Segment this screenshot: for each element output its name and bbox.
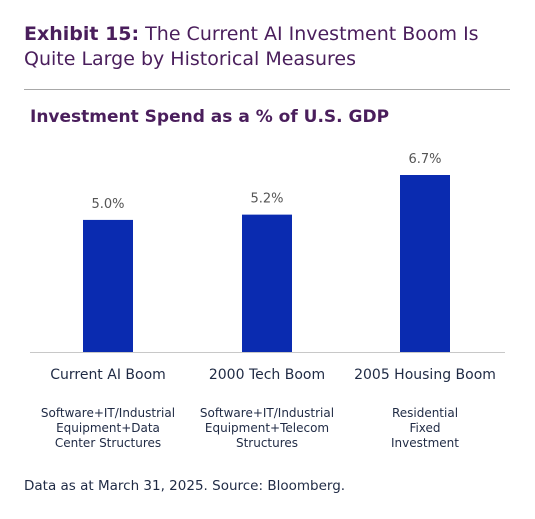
category-subnote-0: Software+IT/Industrial Equipment+Data Cent…	[33, 406, 183, 451]
subnote-line: Center Structures	[54, 436, 162, 450]
bar-2	[400, 175, 450, 352]
category-subnote-1: Software+IT/Industrial Equipment+Telecom S…	[192, 406, 342, 451]
bar-0	[83, 219, 133, 352]
exhibit-title: Exhibit 15: The Current AI Investment Bo…	[24, 22, 514, 72]
subnote-line: Residential	[391, 406, 459, 420]
exhibit-label: Exhibit 15:	[24, 23, 140, 45]
data-label-0: 5.0%	[91, 197, 124, 212]
bar-1	[242, 214, 292, 352]
source-note: Data as at March 31, 2025. Source: Bloom…	[24, 478, 346, 494]
data-label-1: 5.2%	[250, 192, 283, 207]
subnote-line: Software+IT/Industrial	[40, 406, 176, 420]
chart-title: Investment Spend as a % of U.S. GDP	[30, 107, 390, 127]
subnote-line: Structures	[235, 436, 299, 450]
subnote-line: Equipment+Data	[56, 421, 160, 435]
bar-chart: 5.0% Current AI Boom 5.2% 2000 Tech Boom 6.7…	[30, 152, 505, 383]
category-label-2: 2005 Housing Boom	[354, 367, 496, 383]
category-label-1: 2000 Tech Boom	[209, 367, 325, 383]
subnote-line: Fixed	[409, 421, 441, 435]
subnote-line: Investment	[391, 436, 459, 450]
category-subnote-2: Residential Fixed Investment	[350, 406, 500, 451]
data-label-2: 6.7%	[408, 152, 441, 167]
subnote-line: Equipment+Telecom	[204, 421, 330, 435]
subnote-line: Software+IT/Industrial	[199, 406, 335, 420]
exhibit-title-text: The Current AI Investment Boom Is Quite …	[24, 23, 479, 70]
category-label-0: Current AI Boom	[50, 367, 166, 383]
divider	[24, 89, 510, 90]
